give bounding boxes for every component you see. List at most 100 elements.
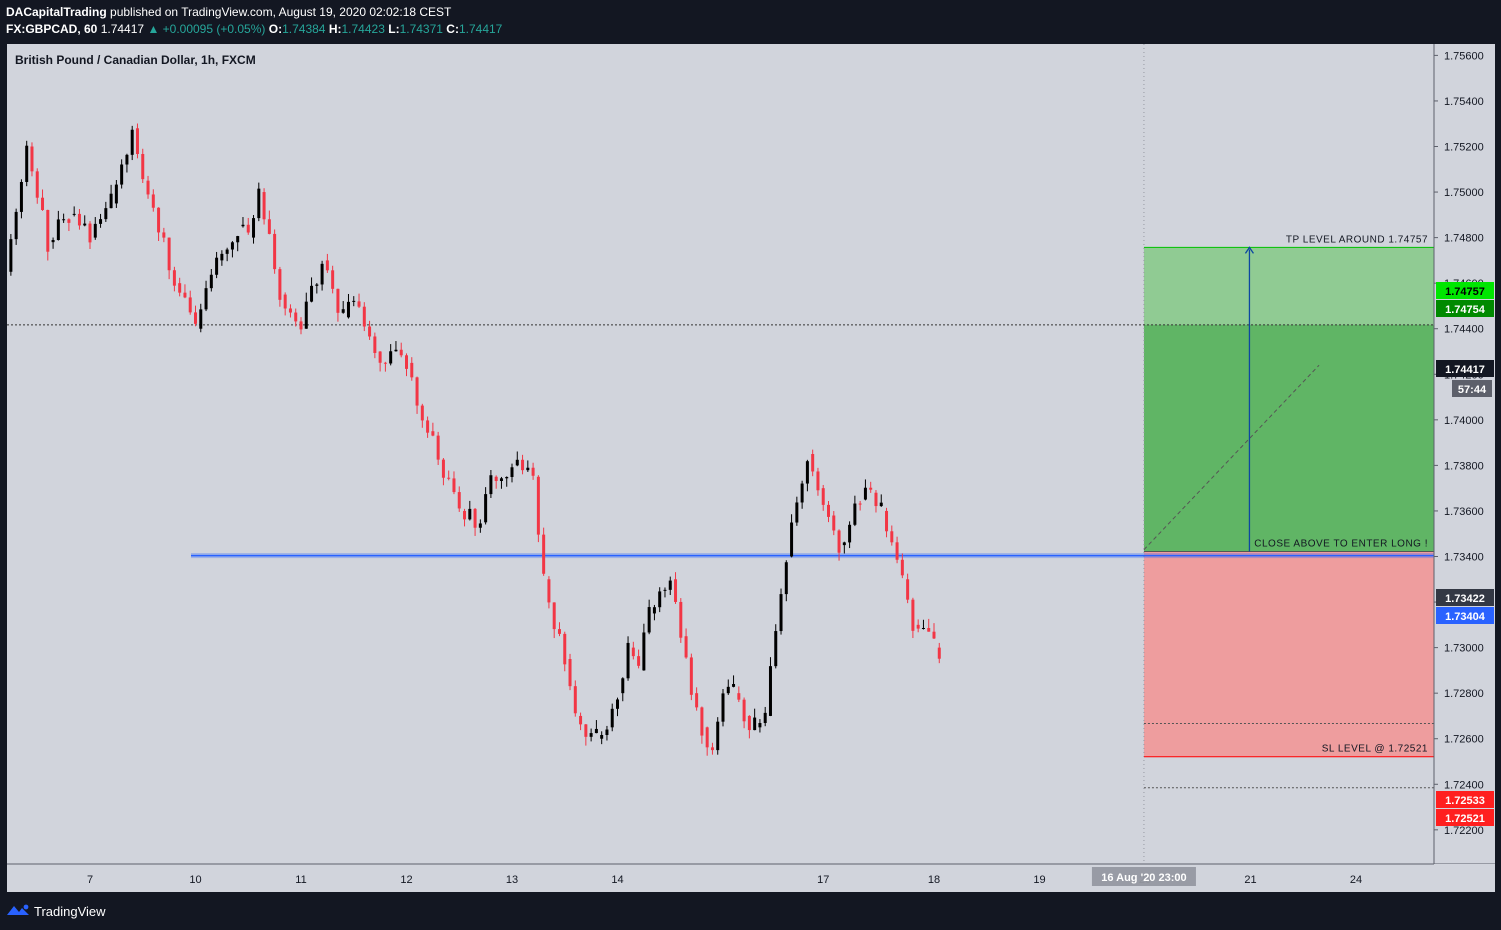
candle-body	[51, 239, 55, 243]
candle-body	[299, 321, 303, 330]
candle-body	[605, 729, 609, 735]
candle-body	[172, 270, 176, 286]
candle-body	[610, 708, 614, 728]
candle-body	[837, 530, 841, 553]
candle-body	[304, 301, 308, 329]
low-label: L:	[388, 22, 400, 36]
candle-body	[489, 475, 493, 495]
price-tick-label: 1.73400	[1444, 552, 1484, 564]
price-tick-label: 1.73800	[1444, 460, 1484, 472]
candle-body	[452, 478, 456, 493]
candle-body	[368, 326, 372, 337]
author-name[interactable]: DACapitalTrading	[6, 5, 107, 19]
candle-body	[457, 492, 461, 509]
candle-body	[463, 510, 467, 520]
price-badge	[1436, 360, 1494, 377]
candle-body	[77, 213, 81, 226]
candle-body	[637, 656, 641, 666]
candle-body	[763, 712, 767, 724]
candle-body	[346, 301, 350, 318]
price-tick-label: 1.75000	[1444, 187, 1484, 199]
candle-body	[99, 219, 103, 224]
time-axis[interactable]	[7, 864, 1434, 892]
price-tick-label: 1.74400	[1444, 324, 1484, 336]
candle-body	[420, 405, 424, 421]
candle-body	[157, 207, 161, 233]
candle-body	[642, 632, 646, 671]
candle-body	[626, 642, 630, 679]
candle-body	[874, 492, 878, 507]
price-badge	[1452, 380, 1492, 397]
time-tick-label: 12	[400, 874, 412, 886]
candle-body	[405, 355, 408, 369]
price-tick-label: 1.72200	[1444, 825, 1484, 837]
candle-body	[415, 377, 419, 406]
candle-body	[779, 594, 783, 632]
price-badge-label: 1.74757	[1445, 286, 1485, 298]
candle-body	[689, 657, 693, 695]
price-badge-label: 1.72521	[1445, 813, 1485, 825]
candle-body	[394, 349, 398, 352]
candle-body	[890, 531, 894, 543]
annotation-label: TP LEVEL AROUND 1.74757	[1286, 234, 1428, 245]
last-price: 1.74417	[100, 22, 145, 36]
candle-body	[658, 591, 662, 608]
candle-body	[621, 678, 625, 694]
price-chart[interactable]: TP LEVEL AROUND 1.74757 CLOSE ABOVE TO EN…	[7, 44, 1495, 892]
candle-body	[821, 488, 825, 505]
candle-body	[652, 607, 656, 614]
chart-area[interactable]: TP LEVEL AROUND 1.74757 CLOSE ABOVE TO EN…	[7, 44, 1495, 892]
candle-body	[505, 477, 509, 479]
candle-body	[921, 627, 925, 629]
candle-body	[721, 693, 725, 722]
candle-body	[283, 294, 287, 309]
candle-body	[278, 269, 282, 300]
candle-body	[547, 579, 551, 603]
candle-body	[46, 209, 50, 252]
candle-body	[557, 629, 561, 634]
candle-body	[790, 522, 794, 557]
candle-body	[315, 284, 319, 286]
candle-body	[747, 715, 751, 731]
candle-body	[262, 192, 266, 220]
candle-body	[906, 579, 910, 600]
candle-body	[130, 129, 134, 155]
candle-body	[135, 128, 139, 154]
candle-body	[937, 647, 941, 659]
candle-body	[14, 211, 18, 240]
candle-body	[552, 602, 556, 630]
candle-body	[236, 236, 240, 243]
time-tick-label: 18	[928, 874, 940, 886]
candle-body	[737, 693, 741, 700]
candle-body	[436, 435, 440, 460]
candle-body	[67, 219, 71, 223]
time-highlight-label: 16 Aug '20 23:00	[1101, 872, 1186, 884]
tradingview-brand[interactable]: TradingView	[34, 904, 106, 919]
publish-header: DACapitalTrading published on TradingVie…	[0, 0, 1501, 44]
price-badge	[1436, 607, 1494, 624]
candle-body	[468, 508, 472, 520]
candle-body	[473, 508, 477, 528]
candle-body	[869, 487, 873, 490]
candle-body	[494, 476, 498, 482]
candle-body	[795, 502, 799, 523]
candle-body	[573, 686, 577, 714]
price-axis[interactable]	[1434, 44, 1495, 864]
candle-body	[167, 237, 171, 271]
open-label: O:	[268, 22, 283, 36]
candle-body	[341, 309, 345, 313]
candle-body	[674, 579, 678, 602]
candle-body	[383, 362, 387, 364]
candle-body	[399, 349, 403, 356]
price-badge-label: 1.74754	[1445, 304, 1486, 316]
candle-body	[784, 562, 788, 595]
candle-body	[178, 283, 182, 293]
time-tick-label: 19	[1033, 874, 1045, 886]
candle-body	[848, 524, 852, 543]
price-tick-label: 1.74000	[1444, 415, 1484, 427]
time-tick-label: 10	[189, 874, 201, 886]
candle-body	[378, 351, 382, 363]
symbol-ohlc: FX:GBPCAD, 60 1.74417 ▲ +0.00095 (+0.05%…	[6, 22, 502, 36]
candle-body	[56, 219, 60, 240]
